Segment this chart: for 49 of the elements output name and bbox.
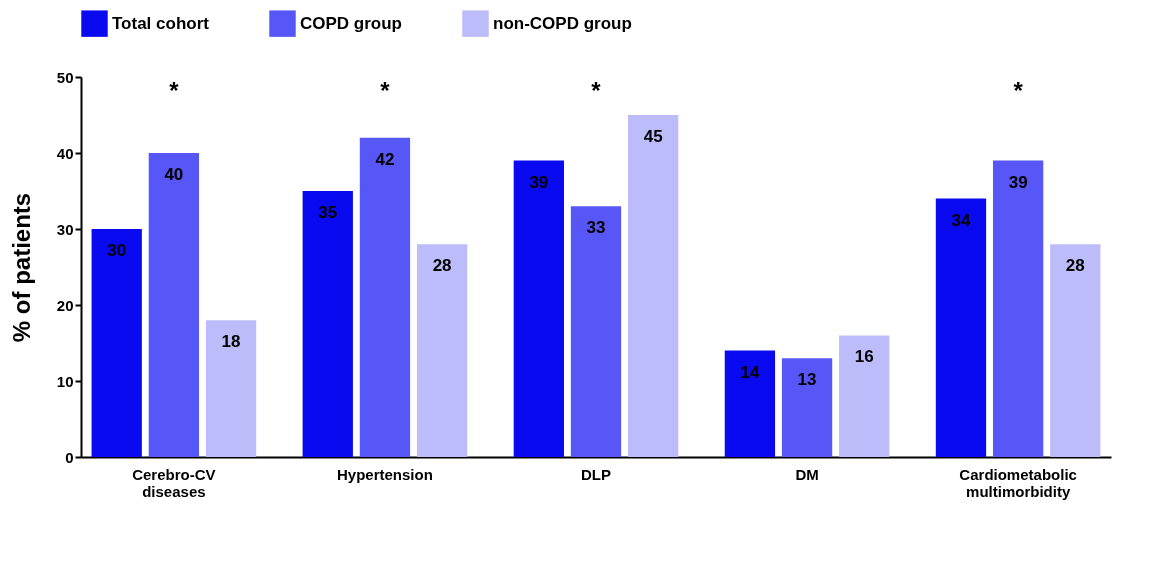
- data-label: 34: [951, 210, 971, 230]
- y-tick-label: 50: [56, 68, 74, 86]
- data-label: 28: [1065, 256, 1085, 276]
- bar: [839, 335, 890, 457]
- y-axis-title: % of patients: [7, 192, 35, 343]
- bar: [992, 160, 1044, 457]
- x-tick-label: Cardiometabolic multimorbidity: [959, 465, 1077, 500]
- bar: [724, 350, 776, 457]
- data-label: 35: [318, 203, 338, 222]
- data-label: 40: [164, 165, 184, 184]
- annotation: *: [591, 77, 602, 105]
- data-label: 14: [740, 362, 760, 382]
- bar: [416, 244, 468, 457]
- bar: [781, 358, 833, 457]
- legend-label: COPD group: [300, 13, 402, 33]
- annotation: *: [169, 77, 180, 105]
- y-tick-label: 20: [56, 296, 74, 314]
- y-tick-label: 0: [65, 448, 74, 466]
- y-tick-label: 30: [56, 220, 74, 238]
- bar: [570, 206, 622, 457]
- legend-label: Total cohort: [112, 13, 210, 33]
- bar: [513, 160, 564, 457]
- bar: [1050, 244, 1101, 457]
- data-label: 42: [375, 149, 395, 169]
- bar: [302, 191, 353, 457]
- x-tick-label: Hypertension: [337, 465, 433, 483]
- annotation: *: [380, 77, 391, 105]
- data-label: 45: [643, 127, 663, 146]
- x-tick-label: Cerebro-CV diseases: [132, 465, 216, 500]
- y-tick-label: 10: [56, 372, 74, 390]
- bar: [359, 137, 411, 457]
- data-label: 13: [797, 370, 817, 390]
- data-label: 16: [854, 347, 874, 367]
- bar: [935, 198, 987, 457]
- bar: [205, 320, 257, 457]
- data-label: 28: [432, 256, 452, 276]
- data-label: 39: [529, 172, 549, 192]
- y-tick-label: 40: [56, 144, 74, 162]
- annotation: *: [1013, 77, 1024, 105]
- bar: [628, 115, 679, 457]
- bar: [148, 153, 200, 457]
- x-tick-label: DLP: [581, 465, 611, 483]
- data-label: 30: [107, 241, 127, 260]
- data-label: 18: [221, 332, 241, 352]
- data-label: 33: [586, 218, 606, 238]
- legend-label: non-COPD group: [493, 13, 632, 33]
- x-tick-label: DM: [795, 465, 819, 483]
- bar: [91, 229, 142, 457]
- data-label: 39: [1008, 172, 1028, 192]
